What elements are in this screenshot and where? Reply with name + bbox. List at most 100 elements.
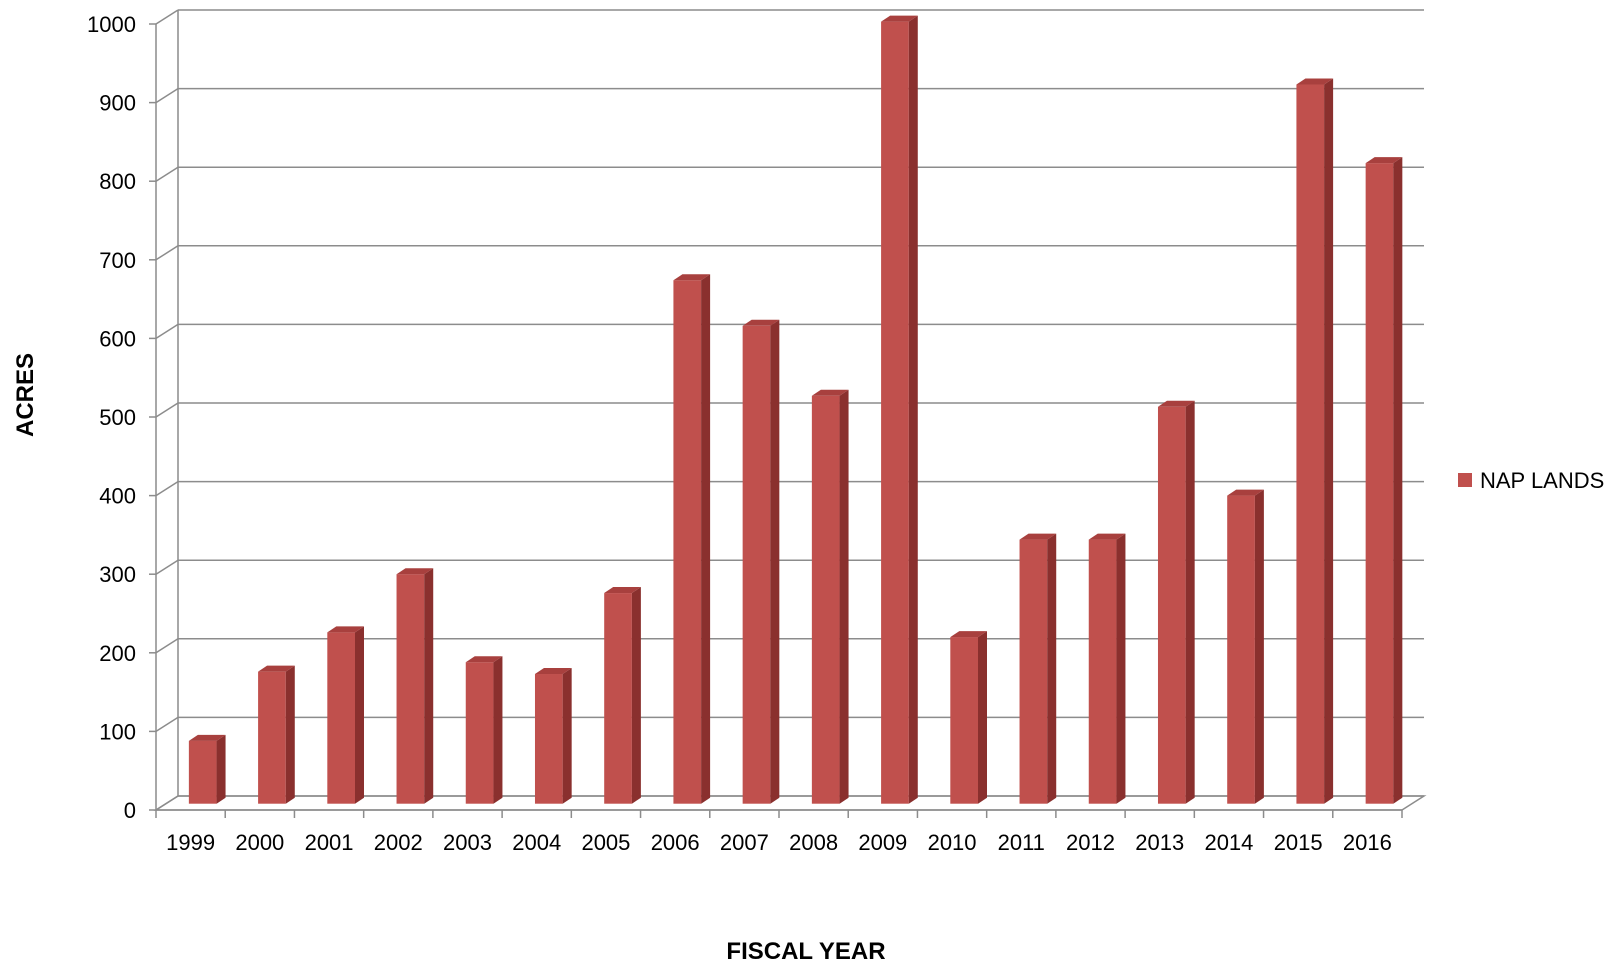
y-tick-label: 1000 — [87, 12, 136, 37]
bar — [396, 568, 434, 804]
bars — [188, 15, 1403, 804]
bar-front — [1088, 539, 1117, 804]
bar-side — [839, 389, 849, 804]
bar-side — [1393, 157, 1403, 804]
x-tick-label: 2009 — [858, 830, 907, 855]
y-tick-label: 300 — [99, 562, 136, 587]
bar-front — [1157, 406, 1186, 804]
bar-top — [811, 389, 849, 396]
bar-top — [327, 626, 364, 633]
bar-side — [908, 15, 918, 804]
gridlines — [155, 9, 1424, 811]
bar-top — [534, 668, 572, 675]
bar-side — [1116, 533, 1126, 804]
bar — [188, 734, 226, 804]
bar — [465, 656, 503, 804]
bar — [604, 587, 641, 804]
gridline-side — [155, 716, 179, 733]
bar-side — [631, 587, 641, 804]
bar — [1296, 78, 1334, 804]
bar-top — [465, 656, 503, 663]
bar-top — [396, 568, 434, 575]
bar-top — [1157, 400, 1195, 407]
bar — [534, 668, 572, 804]
y-tick-label: 900 — [99, 91, 136, 116]
x-axis-ticks: 1999 2000 2001 2002 2003 2004 2005 2006 2007 2008… — [155, 810, 1403, 855]
gridline-side — [155, 402, 179, 418]
bar-front — [465, 662, 494, 804]
x-tick-label: 2002 — [374, 830, 423, 855]
bar-side — [1324, 78, 1334, 804]
bar-front — [811, 395, 840, 804]
bar-side — [770, 319, 780, 804]
bar-side — [424, 568, 434, 804]
bar — [1019, 533, 1057, 804]
y-tick-label: 800 — [99, 169, 136, 194]
bar — [673, 274, 711, 804]
bar-top — [673, 274, 711, 281]
bar-top — [188, 734, 226, 741]
bar-top — [742, 319, 780, 326]
x-tick-label: 2006 — [651, 830, 700, 855]
bar-front — [673, 280, 702, 804]
bar-side — [562, 668, 572, 804]
y-axis-ticks: 0 100 200 300 400 500 600 700 800 900 1000 — [87, 12, 156, 823]
bar — [1088, 533, 1126, 804]
bar-top — [950, 631, 987, 638]
bar-top — [1227, 489, 1264, 496]
bar-front — [950, 637, 978, 804]
bar — [950, 631, 987, 804]
x-tick-label: 2013 — [1135, 830, 1184, 855]
x-tick-label: 2007 — [720, 830, 769, 855]
bar-side — [285, 665, 295, 804]
bar-side — [1185, 400, 1195, 804]
x-tick-label: 2016 — [1343, 830, 1392, 855]
bar — [811, 389, 849, 804]
bar — [1157, 400, 1195, 804]
x-tick-label: 2001 — [305, 830, 354, 855]
x-tick-label: 2005 — [581, 830, 630, 855]
bar-front — [1019, 539, 1048, 804]
bar-side — [978, 631, 987, 804]
bar-front — [742, 325, 771, 804]
bar-front — [1227, 495, 1255, 804]
bar — [1365, 157, 1403, 804]
bar — [742, 319, 780, 804]
legend: NAP LANDS — [1458, 468, 1604, 493]
y-tick-label: 400 — [99, 484, 136, 509]
bar-side — [1254, 489, 1264, 804]
x-tick-label: 2000 — [235, 830, 284, 855]
bar — [1227, 489, 1264, 804]
bar-front — [534, 674, 563, 804]
bar-top — [1088, 533, 1126, 540]
bar — [881, 15, 918, 804]
bar — [258, 665, 295, 804]
gridline-side — [155, 559, 179, 575]
bar-side — [355, 626, 364, 804]
bar-side — [493, 656, 503, 804]
gridline-side — [155, 245, 179, 261]
bar-side — [216, 734, 226, 804]
bar-front — [1296, 84, 1325, 804]
y-tick-label: 600 — [99, 326, 136, 351]
y-tick-label: 700 — [99, 248, 136, 273]
legend-swatch — [1458, 473, 1472, 487]
bar-front — [1365, 163, 1394, 804]
bar-front — [258, 671, 286, 804]
gridline-side — [155, 795, 179, 811]
gridline-side — [155, 166, 179, 182]
y-tick-label: 200 — [99, 641, 136, 666]
bar-top — [881, 15, 918, 22]
x-tick-label: 1999 — [166, 830, 215, 855]
x-tick-label: 2008 — [789, 830, 838, 855]
legend-label: NAP LANDS — [1480, 468, 1604, 493]
bar-top — [258, 665, 295, 672]
bar-top — [1019, 533, 1057, 540]
bar-front — [327, 632, 355, 804]
x-axis-title: FISCAL YEAR — [726, 938, 885, 965]
x-tick-label: 2012 — [1066, 830, 1115, 855]
bar-top — [1296, 78, 1334, 85]
bar-side — [1047, 533, 1057, 804]
bar-front — [604, 593, 632, 804]
